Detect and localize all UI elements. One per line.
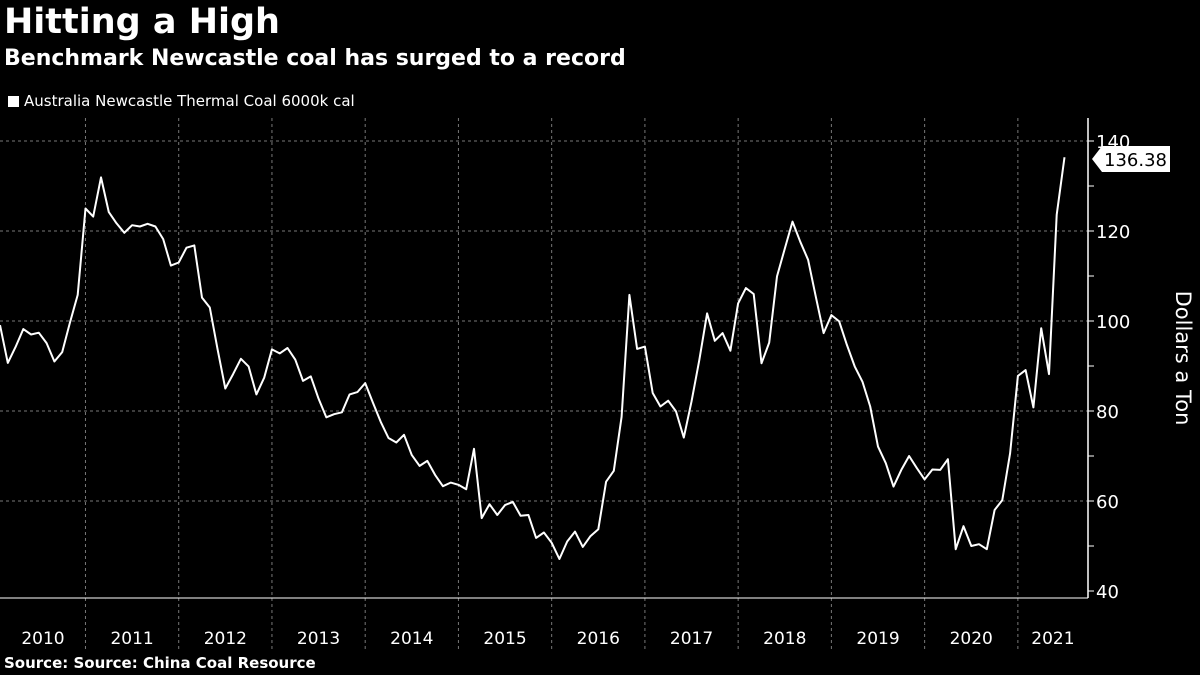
x-tick-label: 2010 [21,629,64,649]
last-value-label-text: 136.38 [1104,150,1167,171]
chart-title: Hitting a High [4,2,280,42]
y-tick-label: 60 [1096,492,1119,513]
x-tick-label: 2018 [763,629,806,649]
last-value-label-box [1092,146,1170,172]
y-axis-title: Dollars a Ton [1171,291,1195,426]
x-tick-label: 2015 [483,629,526,649]
y-tick-label: 100 [1096,312,1130,333]
x-axis-labels: 2010 2011 2012 2013 2014 2015 2016 2017 2018 2019… [21,629,1074,649]
chart-subtitle: Benchmark Newcastle coal has surged to a… [4,46,626,71]
last-value-label: 136.38 [1092,146,1170,172]
x-tick-label: 2016 [577,629,620,649]
source-note: Source: Source: China Coal Resource [4,654,316,672]
legend: Australia Newcastle Thermal Coal 6000k c… [8,92,355,110]
y-tick-label: 80 [1096,402,1119,423]
y-tick-label: 40 [1096,582,1119,603]
x-tick-label: 2013 [297,629,340,649]
x-tick-label: 2012 [204,629,247,649]
legend-label: Australia Newcastle Thermal Coal 6000k c… [24,92,355,110]
x-tick-label: 2017 [670,629,713,649]
x-tick-label: 2011 [110,629,153,649]
x-tick-label: 2021 [1031,629,1074,649]
grid [0,118,1088,650]
legend-swatch [8,95,19,107]
series [0,157,1066,560]
y-tick-label: 120 [1096,222,1130,243]
x-tick-label: 2019 [856,629,899,649]
x-tick-label: 2020 [950,629,993,649]
x-tick-label: 2014 [390,629,433,649]
series-line [0,157,1066,560]
